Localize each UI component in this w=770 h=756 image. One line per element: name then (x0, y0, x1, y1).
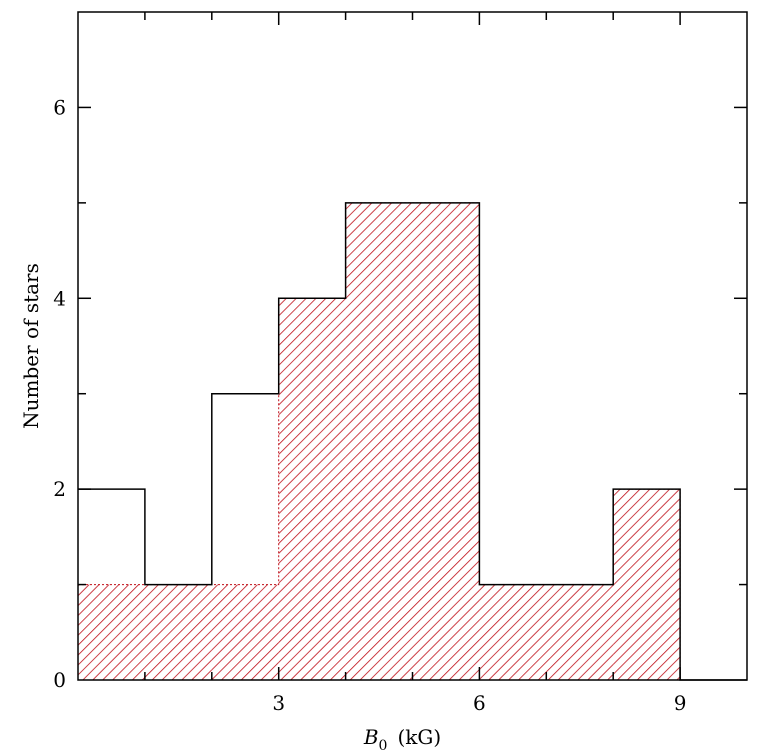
x-axis-title: B0 (kG) (363, 725, 441, 754)
outline-histogram (78, 202, 747, 681)
hatched-bar (345, 202, 480, 680)
y-tick-label: 4 (53, 286, 66, 310)
x-tick-label: 6 (473, 691, 486, 715)
hatched-histogram (78, 202, 747, 681)
hatched-bar (78, 584, 145, 680)
x-tick-label: 3 (272, 691, 285, 715)
hatched-bar (613, 489, 681, 680)
y-tick-label: 2 (53, 477, 66, 501)
hatched-bar (479, 584, 614, 680)
y-tick-label: 6 (53, 95, 66, 119)
x-tick-label: 9 (674, 691, 687, 715)
y-axis-title: Number of stars (19, 263, 43, 429)
hatched-bar (211, 584, 279, 680)
hatched-bar (144, 584, 212, 680)
y-tick-label: 0 (53, 668, 66, 692)
axis-ticks (78, 12, 747, 680)
hatched-bar (278, 298, 346, 680)
tick-labels: 3 6 9 0 2 4 6 (53, 95, 686, 715)
